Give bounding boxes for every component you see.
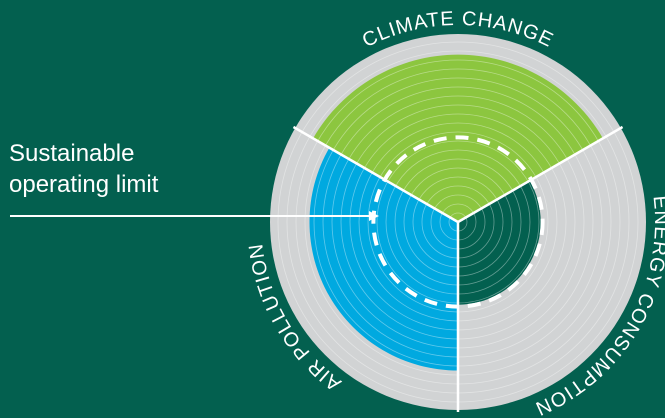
sustainable-limit-label: Sustainable operating limit	[9, 138, 158, 200]
sector-divider	[292, 125, 459, 224]
sector-wedge-energy-consumption	[458, 180, 541, 305]
limit-label-line1: Sustainable	[9, 140, 135, 167]
safe-limit-circle	[371, 135, 545, 309]
limit-label-line2: operating limit	[9, 171, 159, 198]
sector-divider	[457, 125, 624, 224]
sector-dividers	[292, 125, 624, 412]
